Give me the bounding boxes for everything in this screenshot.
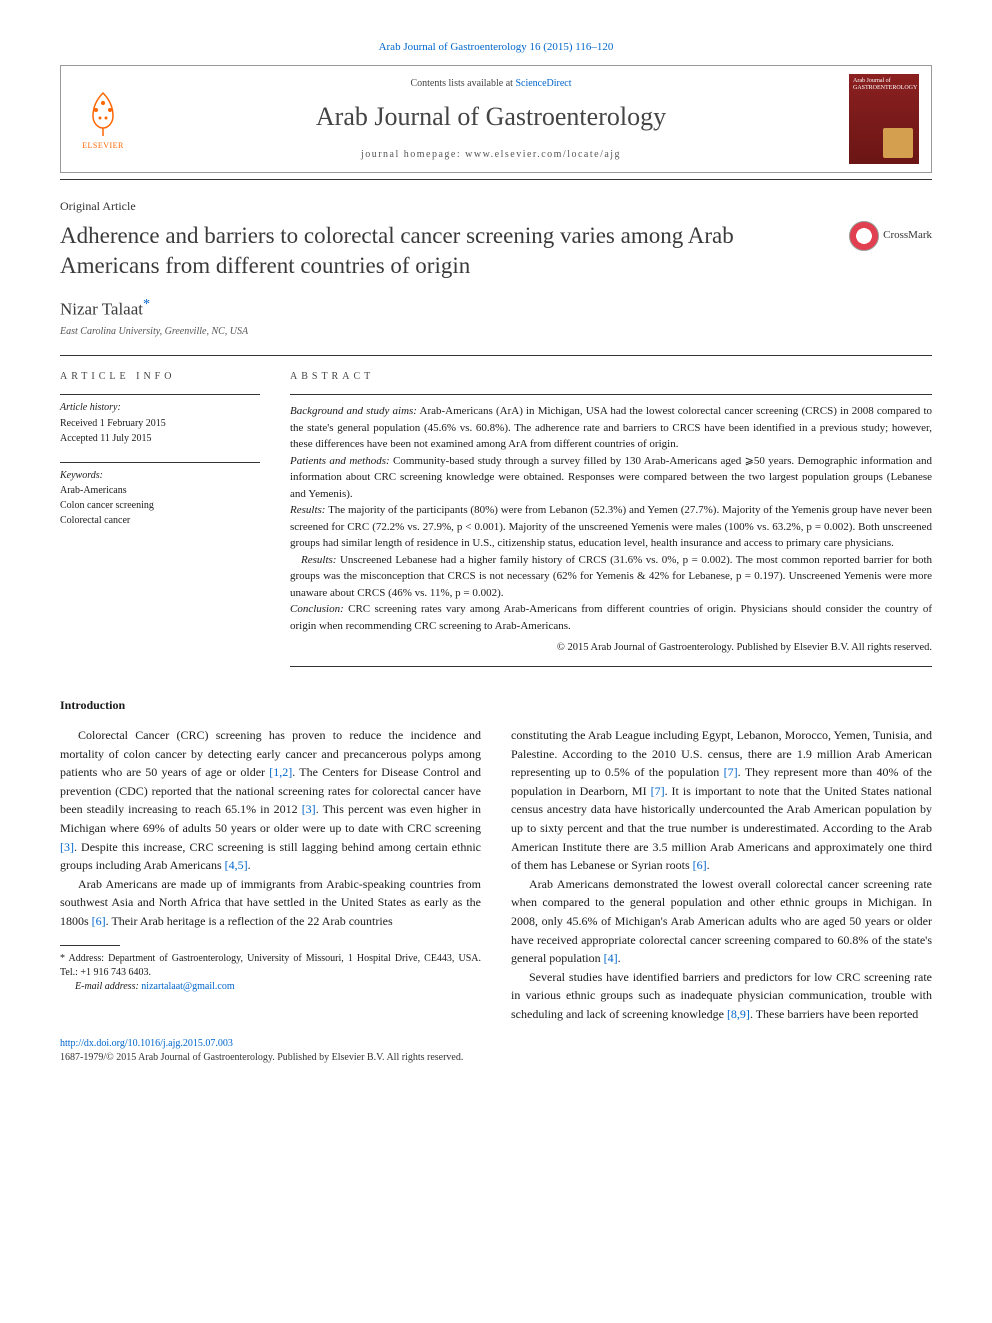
abstract-label: ABSTRACT bbox=[290, 356, 932, 394]
abs-head-results2: Results: bbox=[301, 554, 336, 566]
article-info-label: ARTICLE INFO bbox=[60, 356, 260, 394]
citation-link[interactable]: [4,5] bbox=[225, 858, 248, 872]
author-name: Nizar Talaat* bbox=[60, 295, 932, 321]
email-label: E-mail address: bbox=[75, 981, 141, 992]
page-footer: http://dx.doi.org/10.1016/j.ajg.2015.07.… bbox=[60, 1037, 932, 1065]
body-text: . bbox=[248, 858, 251, 872]
footnote-address: Address: Department of Gastroenterology,… bbox=[60, 953, 481, 978]
elsevier-logo[interactable]: ELSEVIER bbox=[73, 84, 133, 154]
body-column-right: constituting the Arab League including E… bbox=[511, 726, 932, 1024]
cover-title-text: Arab Journal of GASTROENTEROLOGY bbox=[853, 78, 915, 91]
abs-head-conclusion: Conclusion: bbox=[290, 603, 344, 615]
abs-text: Unscreened Lebanese had a higher family … bbox=[290, 554, 932, 599]
journal-header: ELSEVIER Contents lists available at Sci… bbox=[60, 65, 932, 173]
abs-head-results: Results: bbox=[290, 504, 325, 516]
article-title: Adherence and barriers to colorectal can… bbox=[60, 221, 829, 281]
body-text: . Their Arab heritage is a reflection of… bbox=[106, 914, 393, 928]
body-text: . bbox=[618, 951, 621, 965]
citation-link[interactable]: [3] bbox=[60, 840, 74, 854]
issn-copyright: 1687-1979/© 2015 Arab Journal of Gastroe… bbox=[60, 1051, 932, 1065]
abs-head-methods: Patients and methods: bbox=[290, 455, 390, 467]
accepted-date: Accepted 11 July 2015 bbox=[60, 432, 260, 446]
keywords-label: Keywords: bbox=[60, 469, 260, 483]
doi-link[interactable]: http://dx.doi.org/10.1016/j.ajg.2015.07.… bbox=[60, 1038, 233, 1049]
citation-link[interactable]: [7] bbox=[651, 784, 665, 798]
abstract-body: Background and study aims: Arab-American… bbox=[290, 394, 932, 656]
citation-link[interactable]: [3] bbox=[302, 802, 316, 816]
crossmark-icon bbox=[849, 221, 879, 251]
journal-name: Arab Journal of Gastroenterology bbox=[133, 99, 849, 135]
abs-text: The majority of the participants (80%) w… bbox=[290, 504, 932, 549]
crossmark-badge[interactable]: CrossMark bbox=[849, 221, 932, 251]
keyword: Arab-Americans bbox=[60, 484, 260, 498]
citation-link[interactable]: [8,9] bbox=[727, 1007, 750, 1021]
abs-head-background: Background and study aims: bbox=[290, 405, 417, 417]
corresponding-author-marker[interactable]: * bbox=[143, 297, 150, 312]
footnote-separator bbox=[60, 945, 120, 946]
introduction-heading: Introduction bbox=[60, 697, 932, 714]
citation-link[interactable]: [1,2] bbox=[269, 765, 292, 779]
top-citation: Arab Journal of Gastroenterology 16 (201… bbox=[60, 40, 932, 55]
citation-link[interactable]: [6] bbox=[693, 858, 707, 872]
journal-cover-thumbnail: Arab Journal of GASTROENTEROLOGY bbox=[849, 74, 919, 164]
citation-link[interactable]: [7] bbox=[724, 765, 738, 779]
cover-image-icon bbox=[883, 128, 913, 158]
article-type: Original Article bbox=[60, 198, 932, 215]
corresponding-author-footnote: * Address: Department of Gastroenterolog… bbox=[60, 952, 481, 994]
elsevier-tree-icon bbox=[78, 88, 128, 138]
abstract-copyright: © 2015 Arab Journal of Gastroenterology.… bbox=[290, 640, 932, 656]
keyword: Colon cancer screening bbox=[60, 499, 260, 513]
author-affiliation: East Carolina University, Greenville, NC… bbox=[60, 325, 932, 339]
citation-link[interactable]: [4] bbox=[604, 951, 618, 965]
author-text: Nizar Talaat bbox=[60, 300, 143, 319]
history-label: Article history: bbox=[60, 401, 260, 415]
keywords-block: Keywords: Arab-Americans Colon cancer sc… bbox=[60, 462, 260, 528]
elsevier-label: ELSEVIER bbox=[82, 140, 124, 151]
body-text: Arab Americans demonstrated the lowest o… bbox=[511, 877, 932, 965]
abs-text: CRC screening rates vary among Arab-Amer… bbox=[290, 603, 932, 632]
homepage-prefix: journal homepage: bbox=[361, 149, 465, 160]
keyword: Colorectal cancer bbox=[60, 514, 260, 528]
homepage-url[interactable]: www.elsevier.com/locate/ajg bbox=[465, 149, 621, 160]
author-email-link[interactable]: nizartalaat@gmail.com bbox=[141, 981, 234, 992]
sciencedirect-link[interactable]: ScienceDirect bbox=[515, 78, 571, 89]
received-date: Received 1 February 2015 bbox=[60, 417, 260, 431]
body-column-left: Colorectal Cancer (CRC) screening has pr… bbox=[60, 726, 481, 1024]
body-text: . These barriers have been reported bbox=[750, 1007, 918, 1021]
homepage-line: journal homepage: www.elsevier.com/locat… bbox=[133, 148, 849, 162]
crossmark-label: CrossMark bbox=[883, 228, 932, 243]
body-text: . Despite this increase, CRC screening i… bbox=[60, 840, 481, 873]
header-rule bbox=[60, 179, 932, 180]
citation-link[interactable]: [6] bbox=[92, 914, 106, 928]
abstract-bottom-rule bbox=[290, 666, 932, 667]
body-text: . bbox=[707, 858, 710, 872]
contents-prefix: Contents lists available at bbox=[410, 78, 515, 89]
article-history: Article history: Received 1 February 201… bbox=[60, 394, 260, 446]
contents-line: Contents lists available at ScienceDirec… bbox=[133, 77, 849, 91]
